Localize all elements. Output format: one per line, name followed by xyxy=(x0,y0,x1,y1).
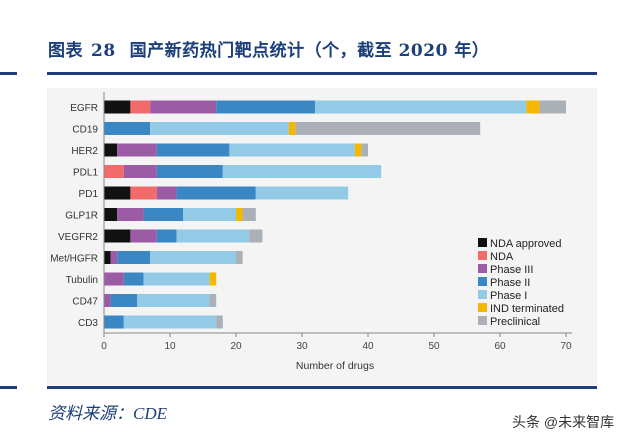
bar-segment xyxy=(156,186,177,200)
bar-segment xyxy=(526,100,540,114)
bar-segment xyxy=(117,251,151,264)
category-label: VEGFR2 xyxy=(58,232,98,243)
legend-label: NDA approved xyxy=(490,238,562,250)
bar-segment xyxy=(216,100,316,114)
bar-segment xyxy=(117,208,144,221)
bar-segment xyxy=(249,229,263,243)
bottom-rule xyxy=(47,386,597,389)
bar-segment xyxy=(104,100,131,114)
bar-segment xyxy=(209,272,217,286)
bar-segment xyxy=(104,186,131,200)
bar-segment xyxy=(104,294,111,307)
bar-segment xyxy=(183,208,236,221)
bar-segment xyxy=(255,186,349,200)
category-label: CD3 xyxy=(78,318,98,329)
bar-segment xyxy=(242,208,256,221)
figure-title-text: 国产新药热门靶点统计（个，截至 2020 年） xyxy=(129,41,490,61)
figure-number: 28 xyxy=(91,41,116,61)
bar-segment xyxy=(104,315,124,329)
legend-label: NDA xyxy=(490,251,514,263)
bar-segment xyxy=(104,208,118,221)
x-tick-label: 30 xyxy=(296,341,308,352)
bar-segment xyxy=(539,100,566,114)
legend-label: IND terminated xyxy=(490,303,564,315)
category-label: EGFR xyxy=(70,103,98,114)
bar-segment xyxy=(156,143,230,157)
bar-segment xyxy=(130,100,151,114)
bar-segment xyxy=(104,165,124,178)
bar-segment xyxy=(117,143,157,157)
bar-segment xyxy=(209,294,217,307)
x-tick-label: 50 xyxy=(428,341,440,352)
legend-label: Phase III xyxy=(490,264,533,276)
bar-segment xyxy=(130,186,157,200)
bar-segment xyxy=(156,229,177,243)
x-tick-label: 40 xyxy=(362,341,374,352)
bar-segment xyxy=(104,272,124,286)
bar-segment xyxy=(104,143,118,157)
bar-segment xyxy=(110,294,137,307)
bar-segment xyxy=(216,315,223,329)
bar-segment xyxy=(295,122,481,135)
x-tick-label: 0 xyxy=(101,341,107,352)
bar-segment xyxy=(150,122,289,135)
bar-segment xyxy=(315,100,527,114)
bar-segment xyxy=(143,272,210,286)
legend-swatch xyxy=(478,277,487,286)
category-label: CD47 xyxy=(72,297,98,308)
bar-segment xyxy=(104,229,131,243)
category-label: Tubulin xyxy=(66,275,98,286)
bar-segment xyxy=(150,100,217,114)
bar-segment xyxy=(361,143,368,157)
category-label: Met/HGFR xyxy=(50,254,98,265)
bar-segment xyxy=(150,251,236,264)
source-note: 资料来源：CDE xyxy=(48,404,167,423)
bar-segment xyxy=(288,122,296,135)
legend-swatch xyxy=(478,316,487,325)
bar-segment xyxy=(176,186,256,200)
x-axis-label: Number of drugs xyxy=(296,360,374,372)
bar-segment xyxy=(104,122,151,135)
legend-swatch xyxy=(478,290,487,299)
category-label: CD19 xyxy=(72,125,98,136)
x-tick-label: 70 xyxy=(560,341,572,352)
legend-swatch xyxy=(478,238,487,247)
category-label: PD1 xyxy=(79,189,99,200)
bar-segment xyxy=(222,165,382,178)
bar-segment xyxy=(130,229,157,243)
bar-segment xyxy=(236,251,243,264)
left-top-rule xyxy=(0,72,17,75)
bar-segment xyxy=(110,251,118,264)
bar-segment xyxy=(354,143,362,157)
category-label: PDL1 xyxy=(73,168,98,179)
figure-label: 图表 xyxy=(48,41,83,61)
bar-segment xyxy=(104,251,111,264)
bar-segment xyxy=(123,315,217,329)
bar-segment xyxy=(143,208,184,221)
x-tick-label: 20 xyxy=(230,341,242,352)
left-bottom-rule xyxy=(0,386,17,389)
bar-segment xyxy=(156,165,223,178)
figure-title: 图表 28 国产新药热门靶点统计（个，截至 2020 年） xyxy=(48,36,489,61)
category-label: GLP1R xyxy=(65,211,98,222)
category-label: HER2 xyxy=(71,146,98,157)
watermark: 头条 @未来智库 xyxy=(512,414,615,430)
bar-segment xyxy=(123,272,144,286)
legend-label: Phase I xyxy=(490,290,527,302)
bar-segment xyxy=(229,143,355,157)
bar-segment xyxy=(236,208,243,221)
legend-swatch xyxy=(478,251,487,260)
legend-label: Preclinical xyxy=(490,316,540,328)
bar-segment xyxy=(137,294,210,307)
legend-label: Phase II xyxy=(490,277,530,289)
top-rule xyxy=(47,72,597,75)
x-tick-label: 10 xyxy=(164,341,176,352)
legend-swatch xyxy=(478,303,487,312)
bar-segment xyxy=(123,165,157,178)
legend-swatch xyxy=(478,264,487,273)
bar-segment xyxy=(176,229,250,243)
x-tick-label: 60 xyxy=(494,341,506,352)
